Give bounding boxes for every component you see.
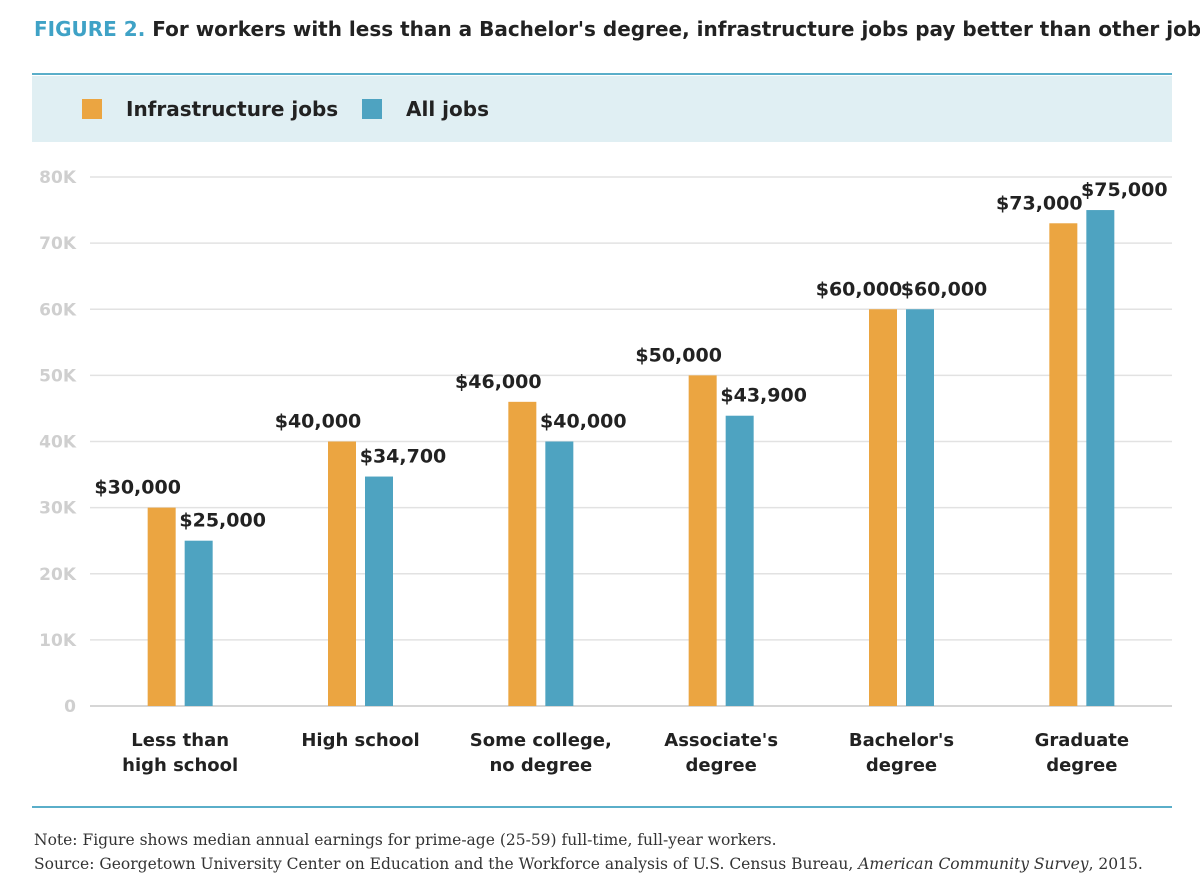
category-label: Less than [131, 730, 229, 751]
bar-infrastructure [328, 441, 356, 706]
category-label: Graduate [1035, 730, 1129, 751]
data-label: $73,000 [996, 192, 1083, 214]
data-label: $25,000 [179, 510, 266, 532]
data-label: $50,000 [635, 344, 722, 366]
category-label: Bachelor's [849, 730, 954, 751]
data-label: $40,000 [540, 411, 627, 433]
category-label: degree [1046, 755, 1117, 776]
bar-infrastructure [869, 309, 897, 706]
y-tick-label: 30K [39, 499, 77, 519]
bar-all-jobs [725, 415, 754, 706]
y-tick-label: 20K [39, 565, 77, 585]
legend-item-all-jobs: All jobs [362, 76, 489, 142]
note-block: Note: Figure shows median annual earning… [34, 828, 1143, 876]
bar-all-jobs [545, 441, 574, 706]
bar-infrastructure [508, 401, 537, 706]
data-label: $46,000 [455, 371, 542, 393]
bottom-rule [32, 806, 1172, 808]
legend: Infrastructure jobs All jobs [32, 76, 1172, 142]
top-rule [32, 73, 1172, 75]
category-label: Associate's [664, 730, 778, 751]
legend-label-all-jobs: All jobs [406, 97, 489, 121]
data-label: $30,000 [94, 477, 181, 499]
legend-swatch-all-jobs [362, 99, 382, 119]
y-tick-label: 0 [64, 697, 76, 717]
figure-title: FIGURE 2. For workers with less than a B… [34, 17, 1200, 41]
data-label: $60,000 [901, 278, 988, 300]
y-tick-label: 40K [39, 433, 77, 453]
y-tick-label: 80K [39, 168, 77, 188]
figure-label: FIGURE 2. [34, 17, 146, 41]
bar-infrastructure [688, 375, 717, 706]
bar-infrastructure [1049, 223, 1078, 706]
category-label: degree [866, 755, 937, 776]
source-title: American Community Survey [858, 855, 1089, 873]
category-label: degree [686, 755, 757, 776]
legend-item-infrastructure: Infrastructure jobs [82, 76, 338, 142]
data-label: $34,700 [360, 446, 447, 468]
bar-all-jobs [906, 309, 934, 706]
source-suffix: , 2015. [1088, 855, 1143, 873]
data-label: $75,000 [1081, 179, 1168, 201]
bar-all-jobs [184, 540, 213, 706]
note-line: Note: Figure shows median annual earning… [34, 831, 777, 849]
category-label: High school [301, 730, 419, 751]
bar-chart: 0 10K 20K 30K 40K 50K 60K 70K 80K $30,000 $25,000 L… [39, 168, 1172, 776]
category-label: no degree [489, 755, 592, 776]
y-tick-label: 70K [39, 234, 77, 254]
data-label: $60,000 [816, 278, 903, 300]
bar-all-jobs [365, 476, 393, 706]
y-tick-label: 50K [39, 366, 77, 386]
source-prefix: Source: Georgetown University Center on … [34, 855, 859, 873]
bar-all-jobs [1086, 210, 1115, 706]
data-label: $40,000 [275, 411, 362, 433]
y-tick-label: 60K [39, 300, 77, 320]
bar-infrastructure [147, 507, 176, 706]
category-label: high school [122, 755, 238, 776]
figure-title-text: For workers with less than a Bachelor's … [152, 17, 1200, 41]
legend-label-infrastructure: Infrastructure jobs [126, 97, 339, 121]
legend-swatch-infrastructure [82, 99, 102, 119]
category-label: Some college, [470, 730, 612, 751]
source-line: Source: Georgetown University Center on … [34, 852, 1143, 876]
data-label: $43,900 [720, 385, 807, 407]
y-tick-label: 10K [39, 631, 77, 651]
